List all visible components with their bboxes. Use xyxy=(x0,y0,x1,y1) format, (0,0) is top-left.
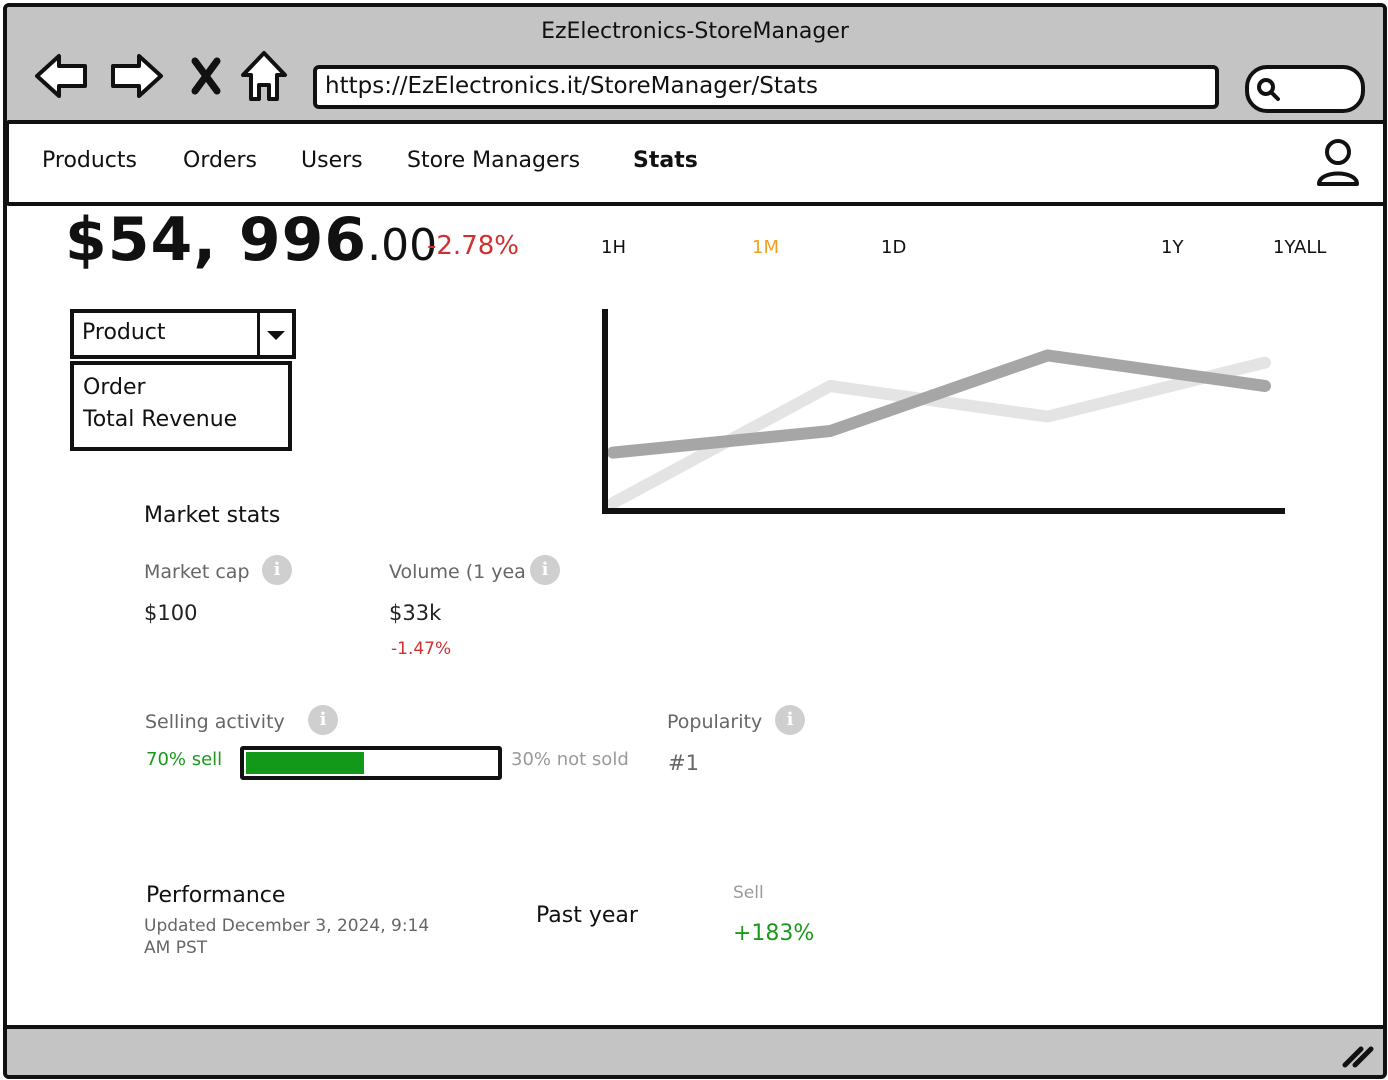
selling-activity-label: Selling activity xyxy=(145,711,285,733)
price-display: $54, 996.00 xyxy=(65,205,437,275)
sell-progress-bar xyxy=(240,746,502,780)
window-title: EzElectronics-StoreManager xyxy=(541,19,849,44)
market-stats-title: Market stats xyxy=(144,503,281,528)
performance-title: Performance xyxy=(146,883,286,908)
volume-change: -1.47% xyxy=(391,639,452,659)
search-icon xyxy=(1257,78,1280,101)
resize-handle-icon[interactable] xyxy=(1341,1043,1375,1069)
chart-series xyxy=(607,349,1271,509)
market-cap-value: $100 xyxy=(144,601,198,625)
volume-label: Volume (1 yea xyxy=(389,561,526,583)
popularity-label: Popularity xyxy=(667,711,763,733)
info-icon[interactable]: i xyxy=(262,555,292,585)
range-1m[interactable]: 1M xyxy=(752,237,779,258)
search-field[interactable] xyxy=(1245,65,1365,113)
nav-item-store-managers[interactable]: Store Managers xyxy=(407,148,581,173)
market-cap-label: Market cap xyxy=(144,561,250,583)
range-1d[interactable]: 1D xyxy=(881,237,907,258)
stats-chart xyxy=(602,309,1285,514)
main-nav: Products Orders Users Store Managers Sta… xyxy=(7,120,1383,206)
volume-value: $33k xyxy=(389,601,442,625)
chart-series-line-1 xyxy=(607,356,1271,509)
performance-sell-label: Sell xyxy=(733,883,764,903)
title-bar: EzElectronics-StoreManager https://EzEle… xyxy=(7,7,1383,120)
nav-item-orders[interactable]: Orders xyxy=(183,148,257,173)
user-icon[interactable] xyxy=(1315,138,1361,188)
dropdown-toggle[interactable] xyxy=(257,313,292,355)
home-icon[interactable] xyxy=(235,47,293,105)
info-icon[interactable]: i xyxy=(775,705,805,735)
close-icon[interactable] xyxy=(183,47,241,105)
chevron-down-icon xyxy=(267,331,285,340)
not-sold-label: 30% not sold xyxy=(511,749,629,770)
chart-axes xyxy=(602,309,1285,514)
status-bar xyxy=(7,1025,1383,1075)
nav-item-stats[interactable]: Stats xyxy=(633,148,698,173)
performance-period: Past year xyxy=(536,903,638,928)
address-bar[interactable]: https://EzElectronics.it/StoreManager/St… xyxy=(313,65,1219,109)
sell-label: 70% sell xyxy=(146,749,223,770)
range-1y[interactable]: 1Y xyxy=(1161,237,1184,258)
popularity-value: #1 xyxy=(668,751,699,775)
nav-item-products[interactable]: Products xyxy=(42,148,137,173)
price-cents: .00 xyxy=(367,220,438,271)
info-icon[interactable]: i xyxy=(530,555,560,585)
performance-updated: Updated December 3, 2024, 9:14 xyxy=(144,916,430,936)
performance-updated-tz: AM PST xyxy=(144,938,208,958)
price-main: $54, 996 xyxy=(65,205,368,275)
option-order[interactable]: Order xyxy=(83,375,146,400)
metric-select-value: Product xyxy=(82,320,166,345)
range-1h[interactable]: 1H xyxy=(601,237,626,258)
chart-series-line-2 xyxy=(607,349,1271,459)
range-all[interactable]: 1YALL xyxy=(1273,237,1327,258)
back-arrow-icon[interactable] xyxy=(33,47,91,105)
browser-window: EzElectronics-StoreManager https://EzEle… xyxy=(3,3,1387,1079)
forward-arrow-icon[interactable] xyxy=(107,47,165,105)
metric-options: Order Total Revenue xyxy=(70,361,292,451)
info-icon[interactable]: i xyxy=(308,705,338,735)
sell-progress-fill xyxy=(246,752,364,774)
performance-sell-value: +183% xyxy=(733,921,815,946)
option-total-revenue[interactable]: Total Revenue xyxy=(83,407,238,432)
metric-select[interactable]: Product xyxy=(70,309,296,359)
price-change: -2.78% xyxy=(427,231,519,261)
url-text: https://EzElectronics.it/StoreManager/St… xyxy=(325,73,818,99)
nav-item-users[interactable]: Users xyxy=(301,148,363,173)
